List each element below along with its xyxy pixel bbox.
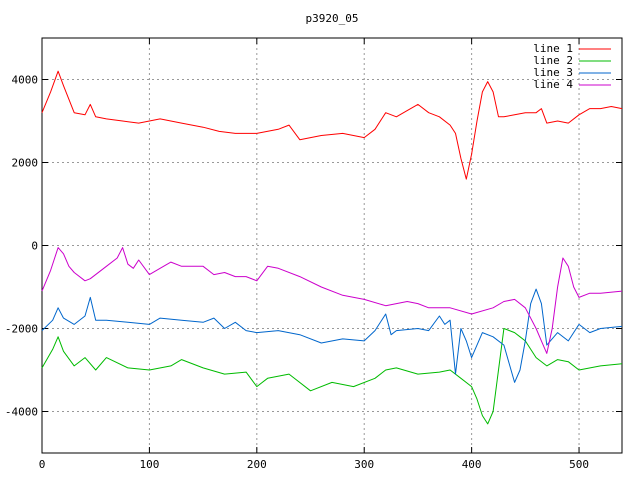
plot-lines	[41, 70, 623, 425]
series-line-3	[41, 288, 623, 383]
x-tick-label: 400	[462, 458, 482, 471]
x-tick-label: 500	[569, 458, 589, 471]
y-tick-label: 2000	[12, 157, 39, 170]
legend-label-3: line 3	[533, 66, 573, 79]
legend-label-1: line 1	[533, 42, 573, 55]
chart-title: p3920_05	[306, 12, 359, 25]
y-tick-label: 0	[31, 240, 38, 253]
y-tick-label: -2000	[5, 323, 38, 336]
grid	[42, 38, 622, 453]
series-line-2	[41, 328, 623, 425]
series-line-4	[41, 247, 623, 354]
x-tick-label: 100	[139, 458, 159, 471]
series-line-1	[41, 70, 623, 180]
y-tick-label: -4000	[5, 406, 38, 419]
y-tick-label: 4000	[12, 74, 39, 87]
x-tick-label: 300	[354, 458, 374, 471]
legend-label-4: line 4	[533, 78, 573, 91]
legend-label-2: line 2	[533, 54, 573, 67]
axes: 0 100 200 300 400 500 -4000 -2000 0 2000 4000	[5, 37, 623, 471]
x-tick-label: 0	[39, 458, 46, 471]
x-tick-label: 200	[247, 458, 267, 471]
